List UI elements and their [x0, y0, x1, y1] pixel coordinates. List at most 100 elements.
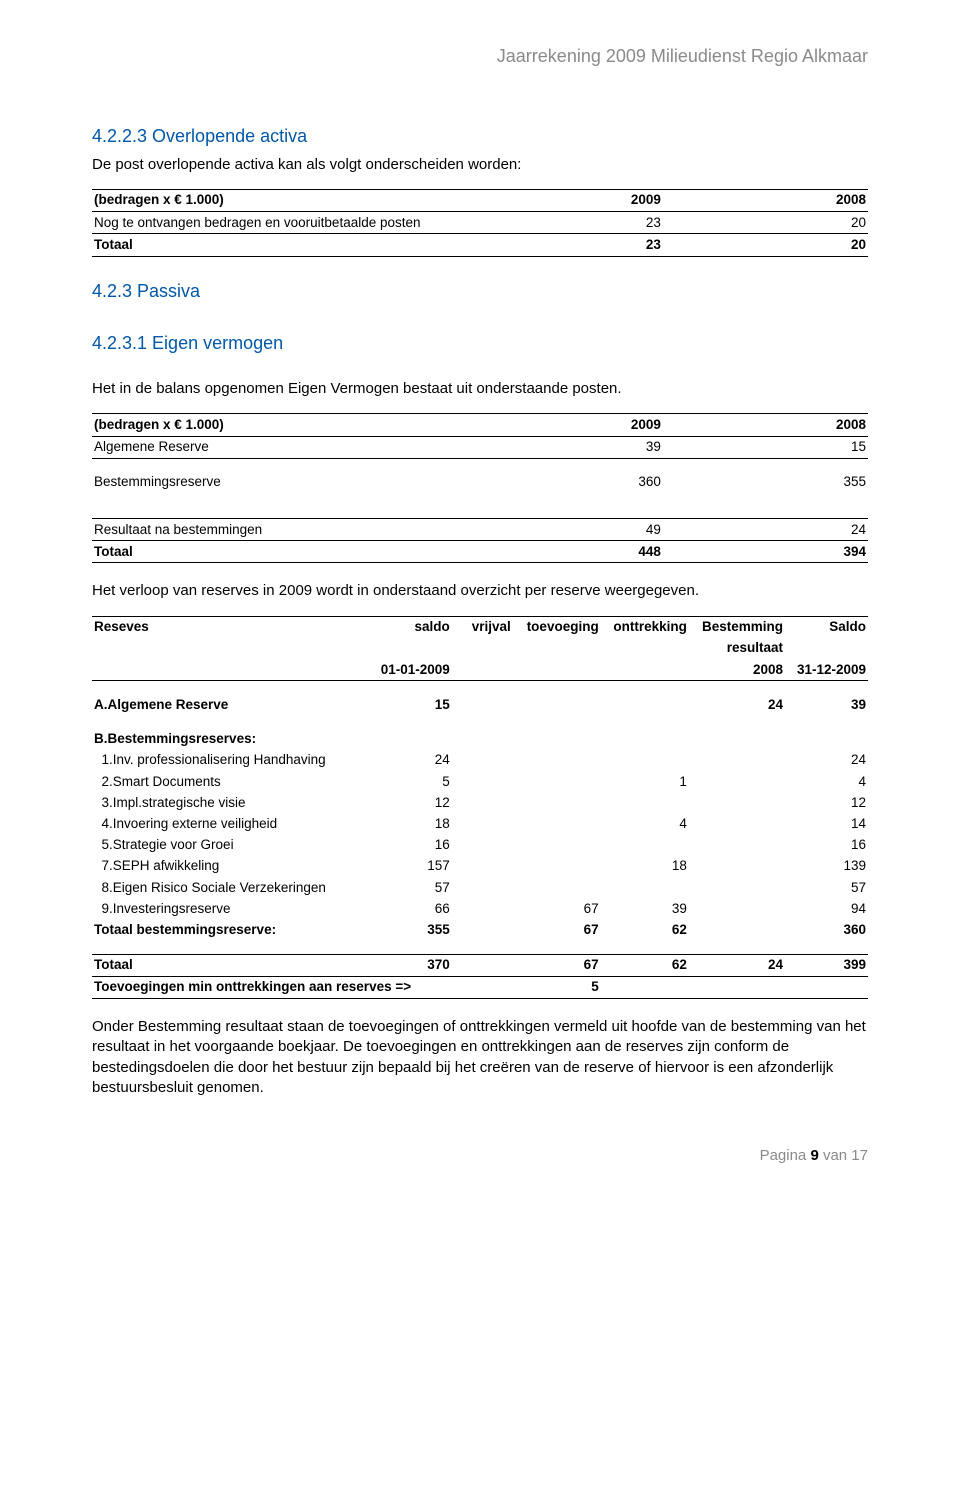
heading-4-2-3-1: 4.2.3.1 Eigen vermogen: [92, 331, 868, 355]
cell: 57: [369, 877, 452, 898]
heading-4-2-2-3: 4.2.2.3 Overlopende activa: [92, 124, 868, 148]
row-totaal-bestemmingsreserve: Totaal bestemmingsreserve:: [92, 920, 369, 941]
cell: 20: [663, 212, 868, 234]
cell: [513, 792, 601, 813]
intro-4-2-3-1: Het in de balans opgenomen Eigen Vermoge…: [92, 379, 868, 399]
cell: 157: [369, 856, 452, 877]
cell: 355: [663, 472, 868, 493]
row-label: 4.Invoering externe veiligheid: [92, 813, 369, 834]
page-footer: Pagina 9 van 17: [92, 1146, 868, 1166]
cell: [513, 813, 601, 834]
col-bestemming-year: 2008: [689, 659, 785, 681]
col-bestemming-sub: resultaat: [689, 638, 785, 659]
cell: 16: [785, 835, 868, 856]
table-reserves-movement: Reseves saldo vrijval toevoeging onttrek…: [92, 616, 868, 1000]
cell: 12: [369, 792, 452, 813]
footer-prefix: Pagina: [760, 1147, 811, 1164]
cell: 399: [785, 954, 868, 976]
cell: [513, 750, 601, 771]
cell: 4: [601, 813, 689, 834]
col-2009: 2009: [458, 189, 663, 211]
cell: 24: [663, 519, 868, 541]
table-eigen-vermogen: (bedragen x € 1.000) 2009 2008 Algemene …: [92, 413, 868, 563]
table-row: 5.Strategie voor Groei1616: [92, 835, 868, 856]
row-label: Resultaat na bestemmingen: [92, 519, 458, 541]
intro-4-2-2-3: De post overlopende activa kan als volgt…: [92, 155, 868, 175]
cell: 67: [513, 898, 601, 919]
total-2008: 394: [663, 541, 868, 563]
table-row: 1.Inv. professionalisering Handhaving242…: [92, 750, 868, 771]
cell: 18: [601, 856, 689, 877]
row-label: Algemene Reserve: [92, 436, 458, 458]
cell: 1: [601, 771, 689, 792]
row-grand-total: Totaal: [92, 954, 369, 976]
table-row: 8.Eigen Risico Sociale Verzekeringen5757: [92, 877, 868, 898]
cell: 23: [458, 212, 663, 234]
table-row: 7.SEPH afwikkeling157 18 139: [92, 856, 868, 877]
row-label: 8.Eigen Risico Sociale Verzekeringen: [92, 877, 369, 898]
cell: 24: [785, 750, 868, 771]
cell: [513, 835, 601, 856]
cell: 370: [369, 954, 452, 976]
row-algemene-reserve: A.Algemene Reserve: [92, 694, 369, 715]
document-page: Jaarrekening 2009 Milieudienst Regio Alk…: [0, 0, 960, 1206]
cell: 57: [785, 877, 868, 898]
col-saldo-eind: Saldo: [785, 616, 868, 638]
cell: 62: [601, 920, 689, 941]
unit-label: (bedragen x € 1.000): [92, 414, 458, 436]
total-label: Totaal: [92, 234, 458, 256]
table-row: 2.Smart Documents514: [92, 771, 868, 792]
cell: 39: [458, 436, 663, 458]
cell: [601, 792, 689, 813]
cell: [601, 835, 689, 856]
cell: 67: [513, 954, 601, 976]
cell: 24: [689, 694, 785, 715]
cell: 24: [689, 954, 785, 976]
cell: [513, 771, 601, 792]
total-label: Totaal: [92, 541, 458, 563]
table-row: 9.Investeringsreserve66673994: [92, 898, 868, 919]
col-saldo-date: 01-01-2009: [369, 659, 452, 681]
row-adjustment-label: Toevoegingen min onttrekkingen aan reser…: [92, 976, 513, 998]
cell: 67: [513, 920, 601, 941]
col-bestemming: Bestemming: [689, 616, 785, 638]
table-overlopende-activa: (bedragen x € 1.000) 2009 2008 Nog te on…: [92, 189, 868, 257]
closing-paragraph: Onder Bestemming resultaat staan de toev…: [92, 1017, 868, 1098]
cell: [601, 877, 689, 898]
cell: 4: [785, 771, 868, 792]
cell: 24: [369, 750, 452, 771]
table-row: 3.Impl.strategische visie1212: [92, 792, 868, 813]
row-label: Nog te ontvangen bedragen en vooruitbeta…: [92, 212, 458, 234]
cell: 16: [369, 835, 452, 856]
col-onttrekking: onttrekking: [601, 616, 689, 638]
cell: 360: [785, 920, 868, 941]
total-2009: 23: [458, 234, 663, 256]
row-label: 3.Impl.strategische visie: [92, 792, 369, 813]
cell: 5: [513, 976, 601, 998]
cell: 14: [785, 813, 868, 834]
heading-4-2-3: 4.2.3 Passiva: [92, 279, 868, 303]
document-header: Jaarrekening 2009 Milieudienst Regio Alk…: [92, 44, 868, 68]
total-2008: 20: [663, 234, 868, 256]
col-2008: 2008: [663, 414, 868, 436]
table-row: 4.Invoering externe veiligheid18 4 14: [92, 813, 868, 834]
cell: 62: [601, 954, 689, 976]
row-label: 7.SEPH afwikkeling: [92, 856, 369, 877]
footer-page-number: 9: [810, 1147, 818, 1164]
cell: 39: [785, 694, 868, 715]
col-reseves: Reseves: [92, 616, 369, 638]
row-label: 9.Investeringsreserve: [92, 898, 369, 919]
col-vrijval: vrijval: [452, 616, 513, 638]
reserves-intro: Het verloop van reserves in 2009 wordt i…: [92, 581, 868, 601]
cell: 66: [369, 898, 452, 919]
cell: 94: [785, 898, 868, 919]
cell: 139: [785, 856, 868, 877]
col-saldo: saldo: [369, 616, 452, 638]
col-2009: 2009: [458, 414, 663, 436]
cell: 15: [663, 436, 868, 458]
unit-label: (bedragen x € 1.000): [92, 189, 458, 211]
cell: 18: [369, 813, 452, 834]
row-label: 5.Strategie voor Groei: [92, 835, 369, 856]
col-toevoeging: toevoeging: [513, 616, 601, 638]
cell: [513, 877, 601, 898]
